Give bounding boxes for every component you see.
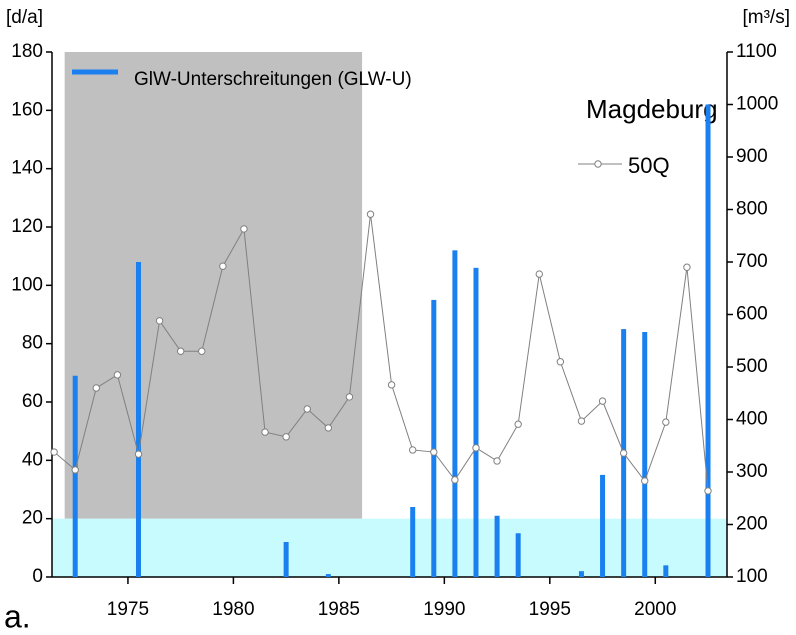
y2-tick-label: 200 [736,514,768,535]
line-marker [134,450,143,458]
line-marker [366,210,375,218]
y-tick-label: 100 [11,274,43,295]
line-marker [451,476,459,484]
y2-tick-label: 800 [736,199,768,220]
plot-background [52,52,727,577]
bar [325,574,331,577]
bar [283,542,289,577]
bar [410,507,416,577]
line-marker [71,466,79,474]
line-marker [535,270,543,278]
y-tick-label: 80 [22,333,43,354]
bar [663,565,669,577]
line-marker [324,424,333,432]
bar [494,515,500,577]
y2-tick-label: 400 [736,409,768,430]
line-marker [113,371,122,379]
line-marker [50,448,58,456]
panel-label: a. [4,598,31,634]
line-marker [409,446,417,454]
line-marker [493,457,501,465]
line-marker [219,262,227,270]
line-marker [387,381,396,389]
y-tick-label: 20 [22,508,43,529]
bar [72,375,78,577]
line-marker [556,358,565,366]
y-tick-label: 180 [11,41,43,62]
line-marker [577,417,586,425]
line-marker [176,347,185,355]
line-marker [598,397,607,405]
y2-tick-label: 700 [736,251,768,272]
line-marker [92,384,100,392]
y-tick-label: 60 [22,391,43,412]
y2-tick-label: 300 [736,461,768,482]
bar [578,571,584,577]
y2-tick-label: 100 [736,566,768,587]
chart-title: Magdeburg [586,94,718,124]
y-tick-label: 140 [11,158,43,179]
line-marker [683,263,691,271]
bar [515,533,521,577]
x-tick-label: 1980 [212,599,254,620]
y-axis-label: [d/a] [6,7,43,28]
line [53,214,709,491]
x-tick-label: 1995 [529,599,571,620]
bar [705,104,711,577]
y2-tick-label: 1100 [736,41,777,62]
bar [452,250,458,578]
y-tick-label: 40 [22,449,43,470]
y-tick-label: 160 [11,99,43,120]
bar [473,267,479,577]
y2-tick-label: 600 [736,304,768,325]
line-marker [240,225,248,233]
line-marker [155,317,164,325]
bar [135,262,141,577]
bar [600,474,606,577]
line-marker [662,418,670,426]
line-marker [514,420,522,428]
y2-tick-label: 500 [736,356,768,377]
y-tick-label: 0 [32,566,43,587]
bar [431,299,437,577]
y2-axis-label: [m³/s] [743,7,791,28]
y-tick-label: 120 [11,216,43,237]
legend-label: GlW-Unterschreitungen (GLW-U) [134,69,412,90]
x-tick-label: 2000 [634,599,676,620]
line-marker [619,449,628,457]
x-tick-label: 1990 [423,599,465,620]
line-marker [282,433,290,441]
line-marker [472,444,480,452]
line-marker [430,448,438,456]
bar [642,332,648,577]
legend-swatch [594,160,602,168]
line-marker [345,393,354,401]
shaded-region [52,518,727,577]
x-tick-label: 1985 [318,599,360,620]
line-marker [704,487,712,495]
y2-tick-label: 900 [736,146,768,167]
legend-label: 50Q [628,153,670,178]
x-tick-label: 1975 [107,599,149,620]
line-marker [641,477,649,485]
line-marker [198,347,206,355]
line-marker [261,428,269,436]
line-marker [303,405,311,413]
shaded-region [64,52,363,519]
y2-tick-label: 1000 [736,94,778,115]
